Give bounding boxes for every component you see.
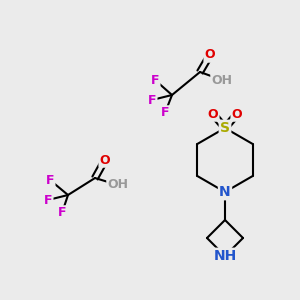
Text: OH: OH [107, 178, 128, 191]
Text: N: N [219, 185, 231, 199]
Text: S: S [220, 121, 230, 135]
Text: NH: NH [213, 249, 237, 263]
Text: F: F [148, 94, 156, 106]
Text: F: F [46, 173, 54, 187]
Text: F: F [44, 194, 52, 206]
Text: O: O [205, 49, 215, 62]
Text: O: O [208, 107, 218, 121]
Text: O: O [100, 154, 110, 166]
Text: F: F [151, 74, 159, 86]
Text: O: O [232, 107, 242, 121]
Text: OH: OH [212, 74, 233, 86]
Text: F: F [58, 206, 66, 220]
Text: F: F [161, 106, 169, 119]
